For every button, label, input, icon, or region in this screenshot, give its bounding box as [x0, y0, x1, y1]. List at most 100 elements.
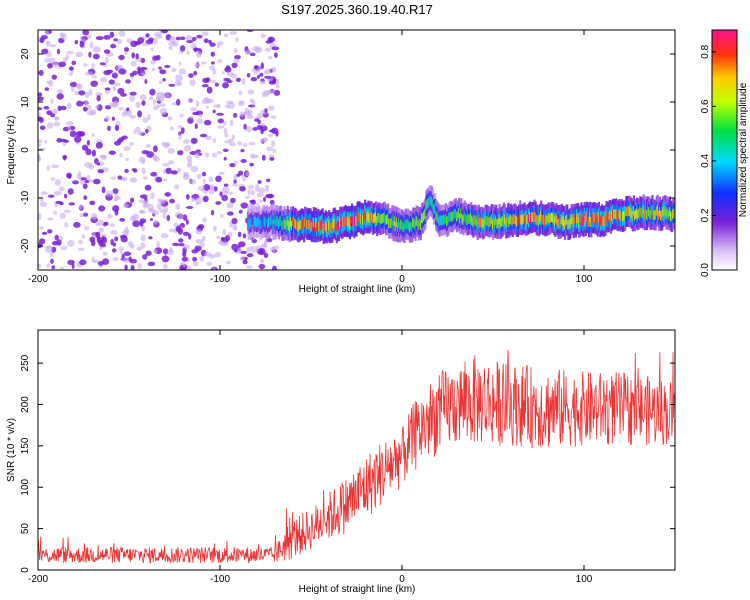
noise-speckle: [197, 185, 205, 192]
noise-speckle: [140, 234, 146, 242]
noise-speckle: [67, 259, 75, 265]
noise-speckle: [247, 189, 251, 196]
noise-speckle: [51, 74, 57, 80]
noise-speckle: [129, 215, 137, 222]
noise-speckle: [89, 200, 96, 206]
noise-speckle: [148, 96, 154, 101]
noise-speckle: [39, 201, 47, 207]
noise-speckle: [268, 81, 276, 85]
noise-speckle: [64, 193, 68, 199]
signal-cell: [251, 215, 254, 225]
noise-speckle: [60, 32, 67, 40]
noise-speckle: [170, 126, 174, 131]
noise-speckle: [273, 89, 281, 96]
noise-speckle: [138, 199, 146, 203]
noise-speckle: [145, 144, 151, 148]
noise-speckle: [40, 197, 44, 203]
noise-speckle: [195, 201, 200, 206]
noise-speckle: [93, 259, 99, 264]
noise-speckle: [193, 70, 198, 76]
noise-speckle: [238, 90, 243, 96]
noise-speckle: [162, 212, 166, 219]
noise-speckle: [222, 148, 229, 152]
noise-speckle: [116, 65, 122, 70]
noise-speckle: [56, 93, 64, 100]
noise-speckle: [108, 79, 115, 85]
noise-speckle: [261, 154, 266, 161]
noise-speckle: [129, 243, 135, 249]
noise-speckle: [243, 123, 247, 130]
noise-speckle: [43, 106, 50, 110]
noise-speckle: [246, 246, 251, 253]
noise-speckle: [245, 171, 250, 176]
noise-speckle: [120, 236, 128, 243]
noise-speckle: [202, 178, 206, 184]
noise-speckle: [240, 250, 247, 254]
noise-speckle: [118, 137, 125, 142]
noise-speckle: [106, 69, 114, 74]
noise-speckle: [202, 195, 209, 203]
noise-speckle: [102, 236, 107, 244]
noise-speckle: [249, 52, 256, 57]
noise-speckle: [156, 91, 164, 99]
noise-speckle: [158, 66, 162, 70]
noise-speckle: [114, 192, 119, 199]
noise-speckle: [217, 59, 223, 63]
noise-speckle: [75, 131, 84, 137]
noise-speckle: [152, 105, 159, 110]
signal-cell: [559, 218, 562, 229]
noise-speckle: [175, 74, 184, 82]
noise-speckle: [44, 140, 48, 144]
y-tick-label: 0: [20, 567, 31, 573]
noise-speckle: [59, 212, 66, 219]
noise-speckle: [65, 121, 74, 126]
noise-speckle: [255, 47, 263, 54]
noise-speckle: [233, 248, 238, 253]
noise-speckle: [112, 257, 119, 262]
noise-speckle: [177, 150, 184, 156]
noise-speckle: [196, 34, 203, 39]
noise-speckle: [227, 138, 234, 143]
noise-speckle: [117, 175, 123, 180]
noise-speckle: [194, 62, 200, 68]
noise-speckle: [69, 81, 78, 88]
noise-speckle: [51, 164, 59, 169]
noise-speckle: [135, 101, 141, 109]
noise-speckle: [164, 192, 171, 197]
noise-speckle: [53, 61, 59, 68]
noise-speckle: [218, 171, 225, 176]
noise-speckle: [198, 113, 203, 118]
noise-speckle: [203, 119, 212, 126]
noise-speckle: [162, 78, 166, 82]
noise-speckle: [209, 79, 217, 84]
noise-speckle: [192, 261, 199, 267]
noise-speckle: [88, 51, 92, 58]
noise-speckle: [251, 68, 256, 72]
noise-speckle: [248, 184, 255, 190]
noise-speckle: [38, 107, 43, 111]
snr-panel: -200 -100 0 100 0 50 100 150 200 250 Height of st…: [6, 329, 676, 595]
noise-speckle: [92, 46, 101, 53]
noise-speckle: [170, 170, 178, 175]
colorbar-tick-label: 0.4: [700, 154, 711, 168]
noise-speckle: [124, 264, 128, 270]
noise-speckle: [38, 96, 44, 102]
noise-speckle: [178, 214, 184, 220]
noise-speckle: [67, 125, 72, 132]
noise-speckle: [221, 186, 230, 193]
y-tick-label: 10: [20, 96, 31, 108]
noise-speckle: [267, 193, 275, 199]
noise-speckle: [85, 148, 92, 156]
noise-speckle: [265, 40, 272, 44]
signal-cell: [648, 207, 651, 217]
noise-speckle: [180, 36, 186, 41]
noise-speckle: [137, 110, 143, 118]
noise-speckle: [73, 221, 81, 228]
x-tick-label: -100: [210, 274, 230, 285]
noise-speckle: [148, 37, 154, 42]
noise-speckle: [164, 142, 171, 148]
noise-speckle: [257, 180, 262, 184]
noise-speckle: [72, 180, 79, 185]
noise-speckle: [189, 115, 194, 119]
noise-speckle: [235, 37, 239, 43]
